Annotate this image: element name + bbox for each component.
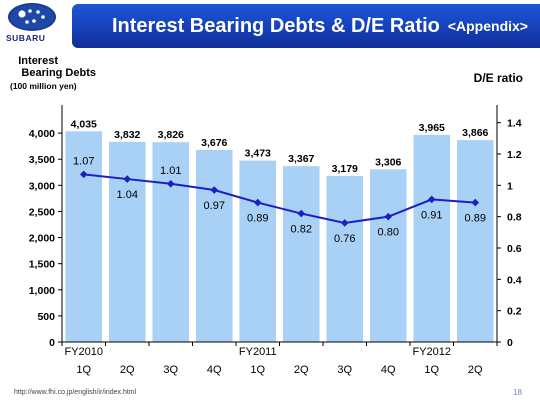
- x-category-label: 2Q: [120, 364, 135, 376]
- left-tick-label: 1,000: [29, 285, 55, 297]
- de-ratio-point: [471, 198, 480, 207]
- footer-url: http://www.fhi.co.jp/english/ir/index.ht…: [14, 389, 137, 396]
- bar-value-label: 3,866: [462, 127, 488, 139]
- bar-value-label: 3,306: [375, 156, 401, 168]
- x-category-label: 3Q: [337, 364, 352, 376]
- page-title: Interest Bearing Debts & D/E Ratio: [112, 14, 440, 37]
- pleiades-logo-icon: [8, 3, 56, 31]
- page-number: 18: [513, 388, 522, 397]
- x-category-label: 1Q: [76, 364, 91, 376]
- de-ratio-point: [123, 175, 132, 183]
- debt-bar: [195, 150, 233, 342]
- de-ratio-label: 0.89: [465, 213, 486, 225]
- de-ratio-label: 0.82: [291, 224, 312, 236]
- fiscal-year-label: FY2010: [64, 346, 103, 358]
- bar-value-label: 3,826: [158, 129, 184, 141]
- fiscal-year-label: FY2011: [239, 346, 277, 358]
- de-ratio-point: [79, 170, 88, 179]
- de-ratio-label: 0.91: [421, 209, 442, 221]
- de-ratio-point: [253, 198, 262, 207]
- left-tick-label: 3,500: [29, 154, 55, 166]
- debt-bar: [239, 160, 277, 342]
- right-tick-label: 1: [507, 180, 513, 192]
- de-ratio-point: [297, 209, 306, 218]
- bar-value-label: 3,832: [114, 129, 140, 141]
- de-ratio-point: [210, 186, 219, 194]
- right-tick-label: 0: [507, 337, 513, 349]
- bar-value-label: 3,965: [419, 122, 445, 134]
- bar-value-label: 3,473: [245, 148, 271, 160]
- left-tick-label: 2,000: [29, 233, 55, 245]
- debt-bar: [326, 175, 364, 342]
- right-axis-title: D/E ratio: [474, 71, 523, 85]
- x-category-label: 1Q: [424, 364, 439, 376]
- right-tick-label: 0.6: [507, 243, 522, 255]
- left-axis-unit: (100 million yen): [10, 81, 77, 91]
- debt-bar: [282, 166, 320, 342]
- page-subtitle: <Appendix>: [447, 18, 528, 34]
- de-ratio-label: 0.76: [334, 233, 355, 245]
- right-tick-label: 0.8: [507, 212, 522, 224]
- x-category-label: 2Q: [468, 364, 483, 376]
- de-ratio-point: [340, 219, 349, 227]
- left-axis-title: Interest: [18, 55, 58, 67]
- left-tick-label: 1,500: [29, 259, 55, 271]
- debt-bar: [369, 169, 407, 342]
- de-ratio-label: 0.80: [378, 227, 399, 239]
- right-tick-label: 0.2: [507, 306, 522, 318]
- fiscal-year-label: FY2012: [412, 346, 451, 358]
- de-ratio-label: 0.89: [247, 213, 268, 225]
- debt-bar: [413, 134, 451, 342]
- left-tick-label: 2,500: [29, 206, 55, 218]
- debt-bar: [108, 141, 146, 342]
- de-ratio-point: [166, 179, 175, 188]
- subaru-logo: SUBARU: [0, 0, 70, 52]
- left-tick-label: 4,000: [29, 128, 55, 140]
- bar-value-label: 4,035: [71, 118, 97, 130]
- bar-value-label: 3,676: [201, 137, 227, 149]
- right-tick-label: 0.4: [507, 274, 522, 286]
- de-ratio-label: 1.07: [73, 155, 94, 167]
- de-ratio-point: [427, 195, 436, 204]
- left-tick-label: 0: [49, 337, 55, 349]
- debt-bar: [456, 140, 494, 342]
- debt-bar: [152, 142, 190, 342]
- bar-value-label: 3,367: [288, 153, 314, 165]
- x-category-label: 1Q: [250, 364, 265, 376]
- de-ratio-point: [384, 212, 393, 221]
- bar-value-label: 3,179: [332, 163, 358, 175]
- x-category-label: 3Q: [163, 364, 178, 376]
- right-tick-label: 1.4: [507, 118, 522, 130]
- logo-wordmark: SUBARU: [6, 33, 46, 43]
- x-category-label: 4Q: [381, 364, 396, 376]
- right-tick-label: 1.2: [507, 149, 522, 161]
- debt-bar: [65, 131, 103, 342]
- x-category-label: 2Q: [294, 364, 309, 376]
- de-ratio-label: 1.04: [117, 189, 138, 201]
- title-banner: Interest Bearing Debts & D/E Ratio <Appe…: [72, 4, 540, 48]
- de-ratio-label: 1.01: [160, 165, 181, 177]
- left-tick-label: 500: [37, 311, 55, 323]
- de-ratio-line: [83, 173, 476, 224]
- x-category-label: 4Q: [207, 364, 222, 376]
- left-tick-label: 3,000: [29, 180, 55, 192]
- left-axis-title: Bearing Debts: [21, 67, 96, 79]
- de-ratio-label: 0.97: [204, 200, 225, 212]
